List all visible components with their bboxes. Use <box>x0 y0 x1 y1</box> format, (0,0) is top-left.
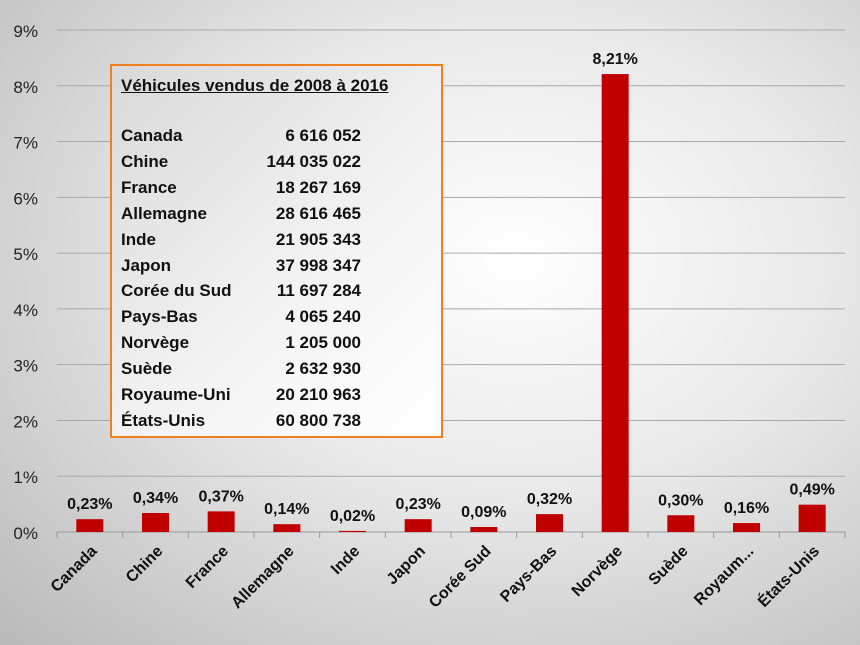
data-label: 0,34% <box>133 490 178 507</box>
data-label: 0,32% <box>527 491 572 508</box>
table-row: Canada 6 616 052 <box>121 126 361 150</box>
x-tick-label: Pays-Bas <box>497 543 560 606</box>
bar <box>76 519 104 532</box>
x-tick-label: Suède <box>646 543 692 589</box>
country-name: États-Unis <box>121 410 206 430</box>
x-tick-label: Norvège <box>569 543 626 600</box>
bar <box>733 523 760 532</box>
bar <box>601 74 629 532</box>
bar <box>798 504 826 532</box>
country-name: Norvège <box>121 333 190 353</box>
data-label: 0,30% <box>658 492 703 509</box>
bar <box>404 519 432 532</box>
table-row: Corée du Sud 11 697 284 <box>121 281 361 305</box>
x-tick-label: Corée Sud <box>426 543 495 612</box>
data-label: 0,14% <box>264 501 309 518</box>
bar <box>339 530 366 532</box>
y-tick-label: 3% <box>13 357 38 376</box>
table-title: Véhicules vendus de 2008 à 2016 <box>121 76 389 95</box>
country-name: Pays-Bas <box>121 307 198 327</box>
data-label: 8,21% <box>592 51 637 68</box>
x-tick-label: Chine <box>123 543 167 587</box>
vehicle-count: 144 035 022 <box>266 151 361 171</box>
vehicle-count: 6 616 052 <box>285 126 361 145</box>
data-label: 0,09% <box>461 504 506 521</box>
x-tick-label: Inde <box>328 543 363 578</box>
bar <box>536 514 563 532</box>
vehicle-count: 37 998 347 <box>275 255 361 275</box>
data-label: 0,23% <box>395 496 440 513</box>
y-tick-label: 1% <box>13 468 38 487</box>
country-name: Suède <box>121 359 173 379</box>
table-row: Inde 21 905 343 <box>121 230 361 254</box>
y-tick-label: 5% <box>13 245 38 264</box>
bar <box>273 524 301 532</box>
table-row: Allemagne 28 616 465 <box>121 204 361 228</box>
country-name: Chine <box>121 151 169 171</box>
data-label: 0,02% <box>330 508 375 525</box>
data-label: 0,16% <box>724 500 769 517</box>
country-name: Corée du Sud <box>121 281 232 301</box>
vehicle-count: 1 205 000 <box>285 333 361 353</box>
vehicle-count: 11 697 284 <box>276 281 361 301</box>
y-tick-label: 7% <box>13 134 38 153</box>
country-name: Allemagne <box>121 203 207 223</box>
x-tick-label: Canada <box>48 543 101 596</box>
vehicle-count: 28 616 465 <box>275 203 361 223</box>
x-tick-label: France <box>183 543 232 592</box>
vehicle-count: 20 210 963 <box>275 385 361 404</box>
bar <box>142 513 169 532</box>
y-tick-label: 8% <box>13 78 38 97</box>
table-row: Chine 144 035 022 <box>121 152 361 176</box>
country-name: Japon <box>121 255 172 275</box>
sales-table-box: Véhicules vendus de 2008 à 2016 Canada 6 … <box>110 64 443 438</box>
bar <box>207 511 235 532</box>
table-row: Pays-Bas 4 065 240 <box>121 307 361 331</box>
country-name: France <box>121 177 177 197</box>
x-tick-label: Royaum... <box>691 543 757 609</box>
x-tick-label: États-Unis <box>754 541 823 610</box>
country-name: Inde <box>121 229 156 249</box>
data-label: 0,49% <box>789 482 834 499</box>
x-tick-label: Japon <box>384 543 429 588</box>
y-tick-label: 0% <box>13 524 38 543</box>
y-tick-label: 9% <box>13 22 38 41</box>
vehicle-count: 4 065 240 <box>285 307 361 327</box>
table-row: Japon 37 998 347 <box>121 256 361 280</box>
table-row: Royaume-Uni 20 210 963 <box>121 385 361 409</box>
country-name: Royaume-Uni <box>121 385 231 404</box>
country-name: Canada <box>121 126 183 145</box>
table-row: États-Unis 60 800 738 <box>121 411 361 435</box>
x-tick-label: Allemagne <box>228 543 297 612</box>
y-tick-label: 6% <box>13 189 38 208</box>
y-tick-label: 4% <box>13 301 38 320</box>
table-row: Suède 2 632 930 <box>121 359 361 383</box>
vehicle-count: 60 800 738 <box>275 410 361 430</box>
data-label: 0,37% <box>198 488 243 505</box>
y-tick-label: 2% <box>13 412 38 431</box>
data-label: 0,23% <box>67 496 112 513</box>
bar <box>667 515 695 532</box>
table-row: France 18 267 169 <box>121 178 361 202</box>
bar <box>470 526 498 532</box>
vehicle-count: 2 632 930 <box>285 359 361 379</box>
vehicle-count: 18 267 169 <box>275 177 361 197</box>
vehicle-count: 21 905 343 <box>275 229 361 249</box>
table-row: Norvège 1 205 000 <box>121 333 361 357</box>
